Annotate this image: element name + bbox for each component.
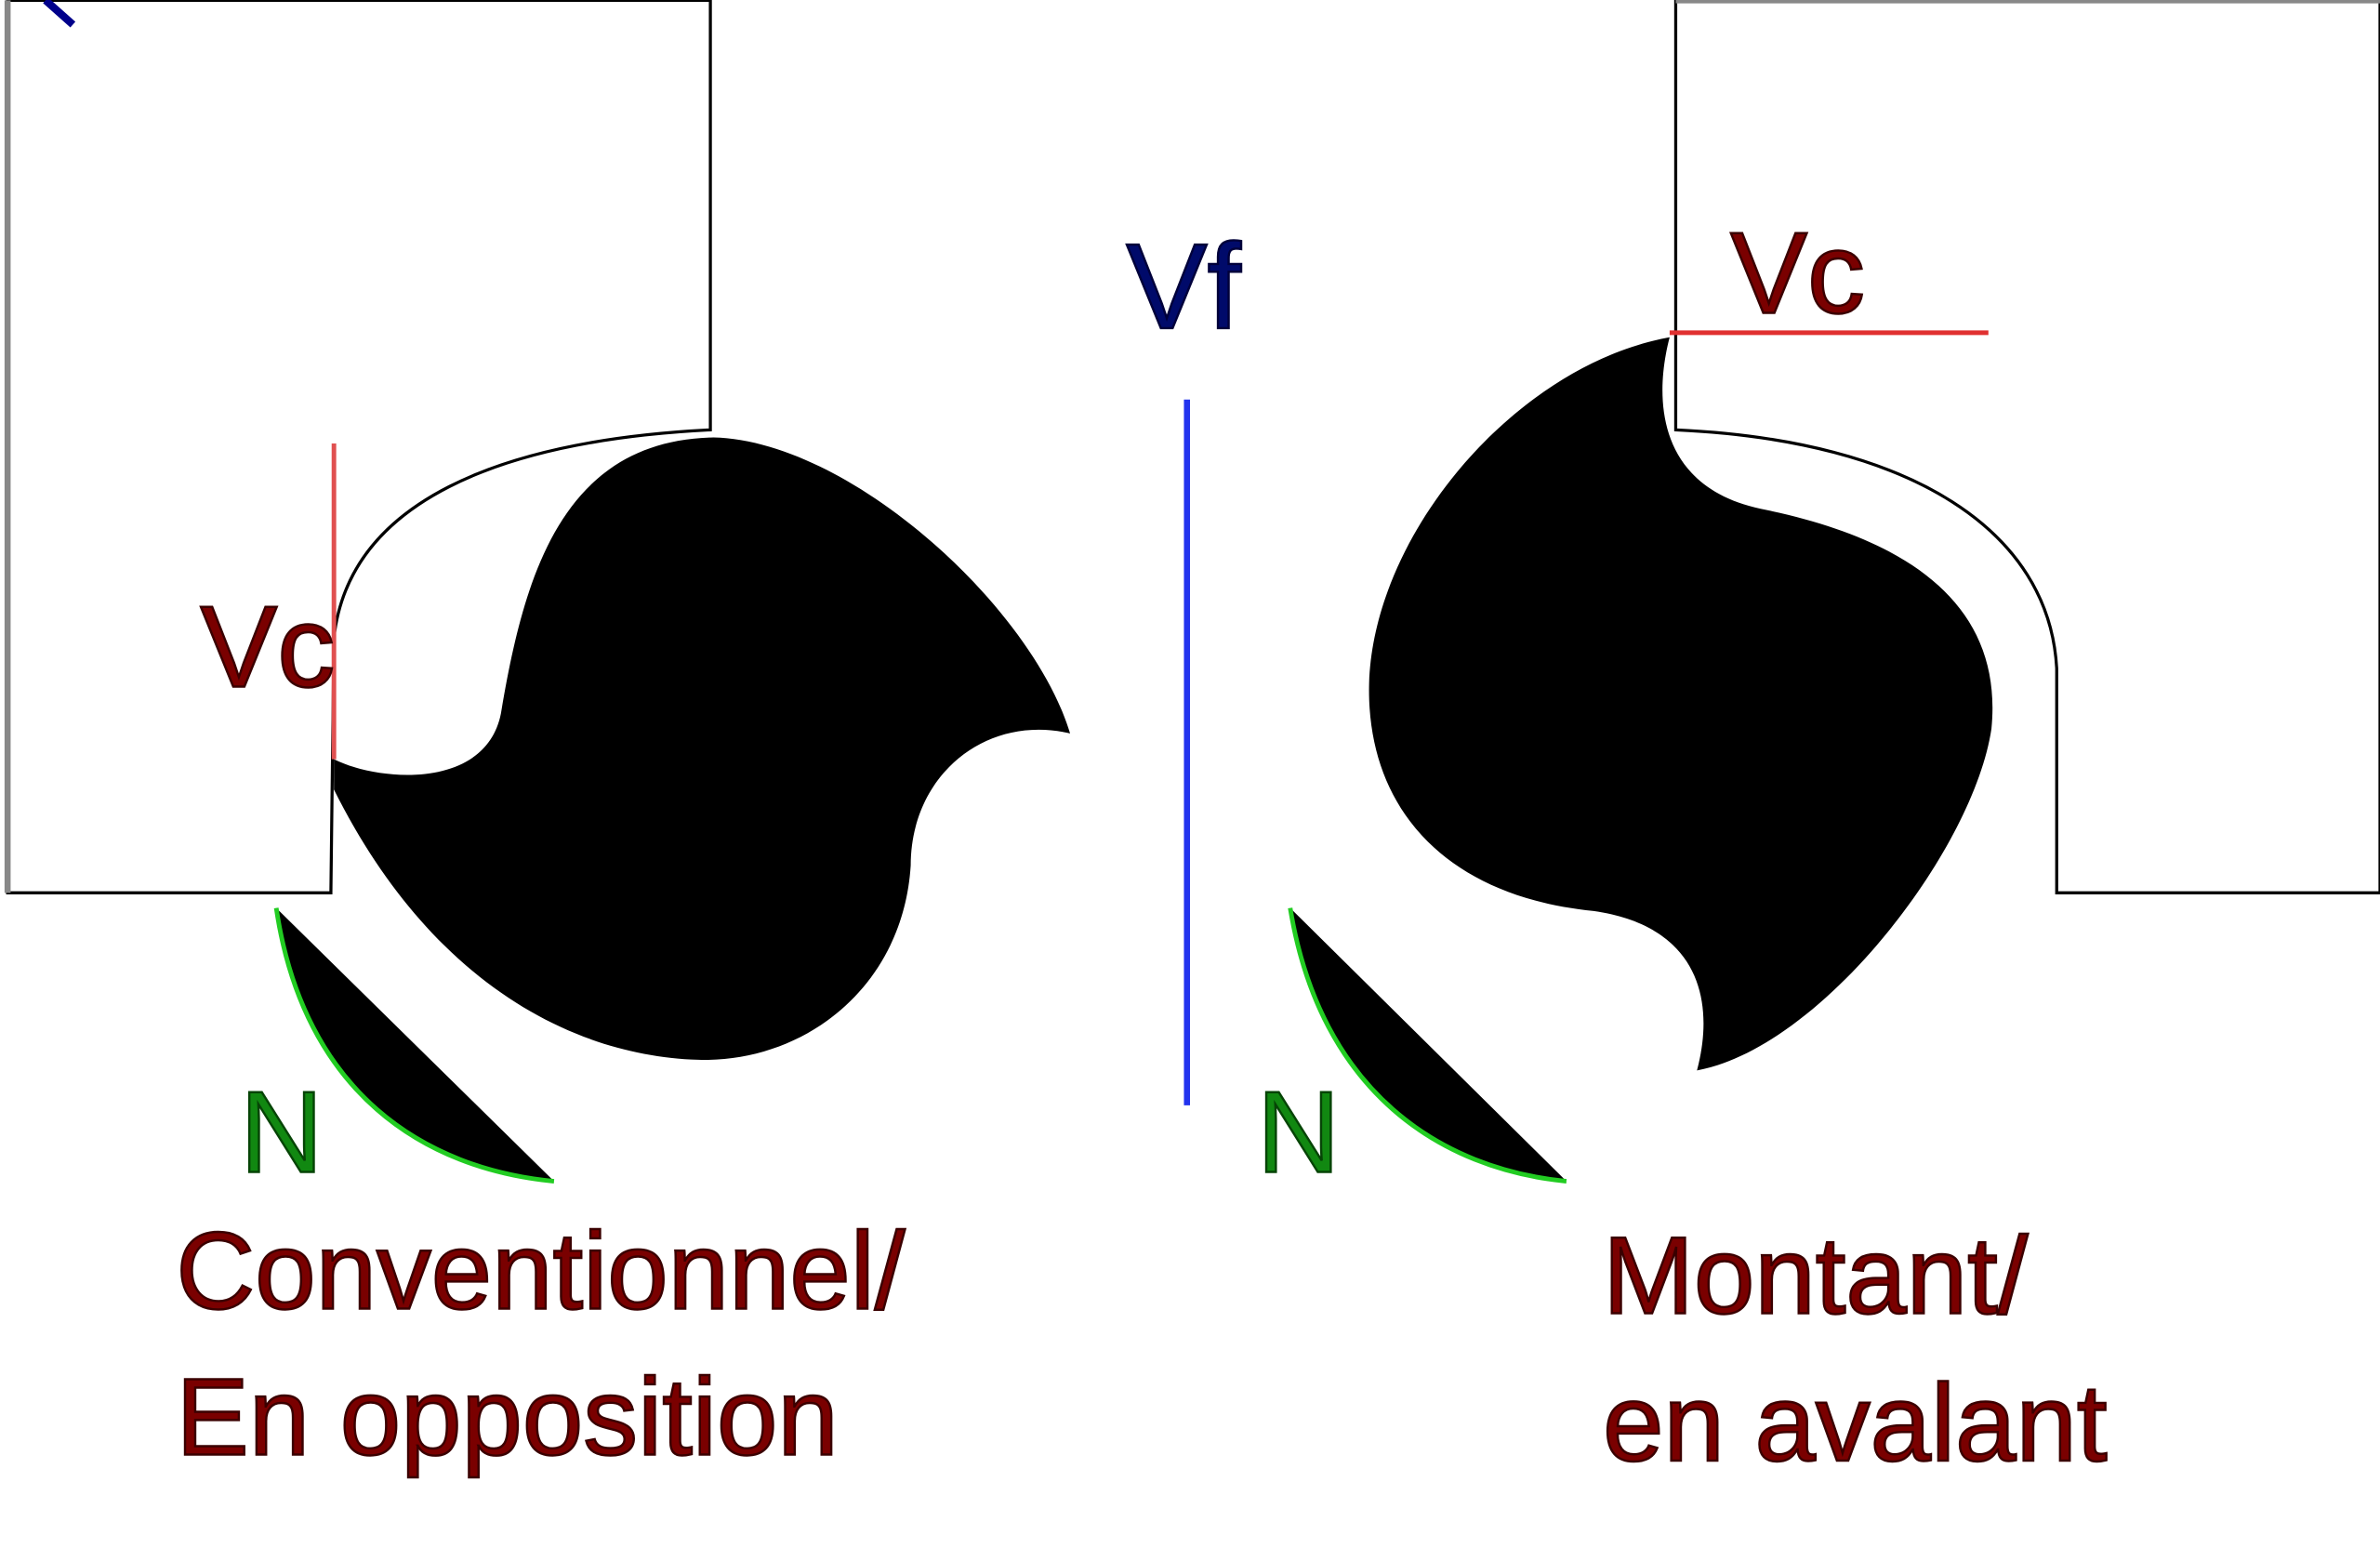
right-workpiece (1673, 0, 2380, 894)
left-cutter (334, 437, 1071, 1061)
right-vc-label: Vc (1730, 210, 1865, 338)
right-chip-edge (1288, 907, 1567, 1184)
right-cutter (1368, 337, 1993, 1071)
left-caption-1: Conventionnel/ (176, 1210, 906, 1332)
corner-mark (43, 0, 76, 28)
right-n-label: N (1257, 1069, 1341, 1197)
left-chip-edge (273, 907, 555, 1184)
left-n-label: N (240, 1069, 324, 1197)
left-caption-2: En opposition (176, 1356, 838, 1477)
right-caption-1: Montant/ (1603, 1215, 2029, 1337)
left-workpiece (6, 0, 712, 894)
right-caption-2: en avalant (1603, 1362, 2107, 1484)
vf-label: Vf (1126, 218, 1241, 354)
left-vc-label: Vc (201, 583, 336, 711)
